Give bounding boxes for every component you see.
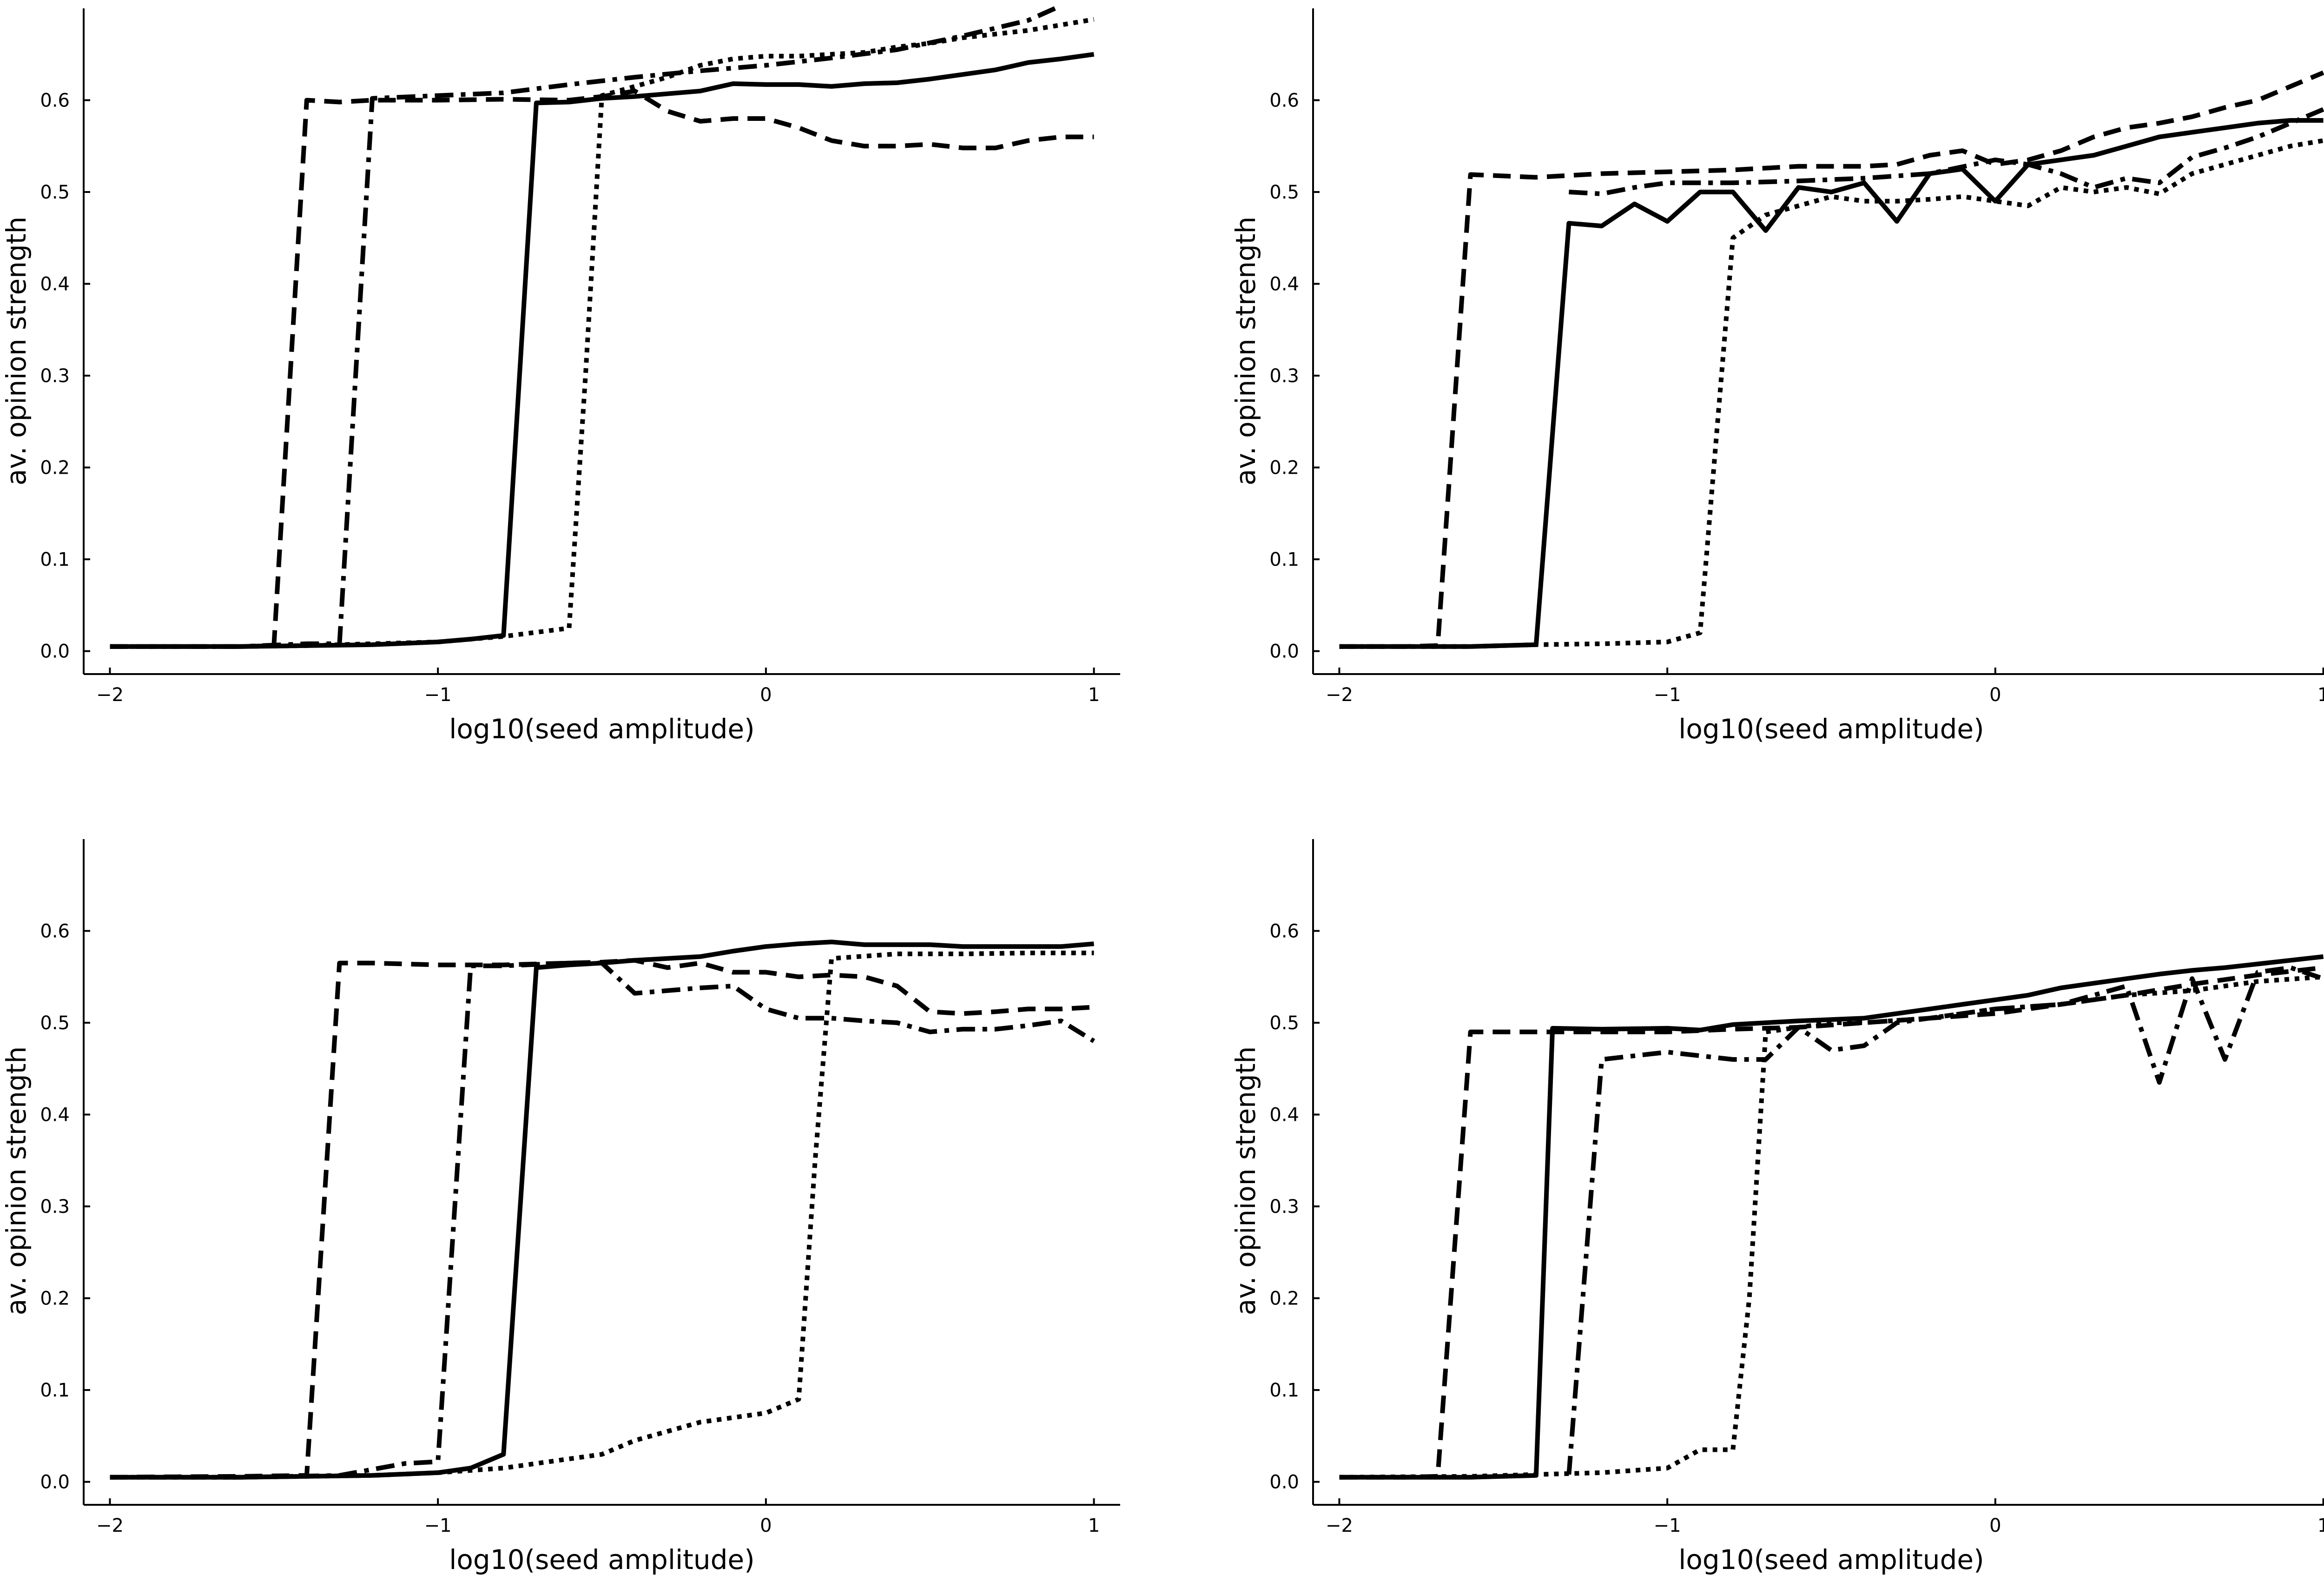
series-line-solid xyxy=(1339,118,2324,649)
x-tick-label: 0 xyxy=(760,1515,772,1536)
y-tick-label: 0.1 xyxy=(1269,549,1299,570)
y-tick-label: 0.0 xyxy=(40,641,70,662)
x-tick-label: 1 xyxy=(1088,1515,1100,1536)
x-tick-label: 0 xyxy=(760,684,772,706)
y-tick-label: 0.0 xyxy=(1269,1472,1299,1493)
y-tick-label: 0.6 xyxy=(40,90,70,112)
y-tick-label: 0.5 xyxy=(1269,182,1299,203)
y-tick-label: 0.2 xyxy=(1269,1288,1299,1310)
y-tick-label: 0.1 xyxy=(40,549,70,570)
panel-bottom-left: log10(seed amplitude) av. opinion streng… xyxy=(0,839,1120,1575)
x-tick-label: −1 xyxy=(1654,684,1681,706)
y-tick-label: 0.4 xyxy=(40,274,70,295)
y-tick-label: 0.2 xyxy=(1269,457,1299,479)
x-axis-label: log10(seed amplitude) xyxy=(1678,713,1984,745)
x-tick-label: 0 xyxy=(1989,684,2001,706)
panel-bottom-right: log10(seed amplitude) av. opinion streng… xyxy=(1230,839,2324,1575)
x-tick-label: 1 xyxy=(1088,684,1100,706)
y-tick-label: 0.6 xyxy=(40,921,70,942)
series-line-dashdot xyxy=(110,960,1096,1480)
y-tick-label: 0.4 xyxy=(1269,1105,1299,1126)
series-line-dashdot xyxy=(1569,107,2324,196)
series-line-solid xyxy=(110,940,1094,1480)
y-tick-label: 0.0 xyxy=(1269,641,1299,662)
panel-top-left: log10(seed amplitude) av. opinion streng… xyxy=(0,3,1120,745)
y-tick-label: 0.6 xyxy=(1269,90,1299,112)
x-tick-label: −1 xyxy=(424,684,452,706)
panel-top-right: log10(seed amplitude) av. opinion streng… xyxy=(1230,8,2324,745)
series-line-dashdot xyxy=(110,3,1063,649)
y-tick-label: 0.4 xyxy=(40,1105,70,1126)
y-tick-label: 0.1 xyxy=(40,1380,70,1401)
x-tick-label: −1 xyxy=(1654,1515,1681,1536)
series-line-dotted xyxy=(110,17,1095,649)
x-tick-label: −2 xyxy=(1326,1515,1353,1536)
y-tick-label: 0.3 xyxy=(40,365,70,387)
series-line-dotted xyxy=(110,950,1094,1480)
y-axis-label: av. opinion strength xyxy=(0,1046,32,1316)
y-tick-label: 0.6 xyxy=(1269,921,1299,942)
y-tick-label: 0.3 xyxy=(1269,365,1299,387)
series-line-solid xyxy=(1339,954,2324,1480)
y-tick-label: 0.0 xyxy=(40,1472,70,1493)
y-tick-label: 0.1 xyxy=(1269,1380,1299,1401)
series-line-dashed xyxy=(1339,70,2324,649)
y-axis-label: av. opinion strength xyxy=(1230,1046,1261,1316)
x-tick-label: −1 xyxy=(424,1515,452,1536)
x-tick-label: 0 xyxy=(1989,1515,2001,1536)
y-tick-label: 0.5 xyxy=(1269,1012,1299,1034)
y-tick-label: 0.4 xyxy=(1269,274,1299,295)
x-tick-label: 1 xyxy=(2317,684,2324,706)
x-axis-label: log10(seed amplitude) xyxy=(449,713,754,745)
y-axis-label: av. opinion strength xyxy=(1230,217,1261,486)
series-line-solid xyxy=(110,52,1095,649)
y-tick-label: 0.2 xyxy=(40,457,70,479)
series-line-dashdot xyxy=(1566,965,2324,1475)
series-line-dotted xyxy=(1339,138,2324,649)
x-tick-label: −2 xyxy=(96,684,124,706)
x-axis-label: log10(seed amplitude) xyxy=(449,1544,754,1575)
x-axis-label: log10(seed amplitude) xyxy=(1678,1544,1984,1575)
series-line-dotted xyxy=(1339,974,2324,1480)
y-axis-label: av. opinion strength xyxy=(0,217,32,486)
y-tick-label: 0.3 xyxy=(1269,1196,1299,1218)
x-tick-label: −2 xyxy=(96,1515,124,1536)
y-tick-label: 0.5 xyxy=(40,1012,70,1034)
y-tick-label: 0.2 xyxy=(40,1288,70,1310)
series-line-dashed xyxy=(110,958,1094,1480)
y-tick-label: 0.3 xyxy=(40,1196,70,1218)
series-line-dashed xyxy=(110,88,1094,649)
series-line-dashed xyxy=(1339,965,2324,1480)
y-tick-label: 0.5 xyxy=(40,182,70,203)
x-tick-label: −2 xyxy=(1326,684,1353,706)
x-tick-label: 1 xyxy=(2317,1515,2324,1536)
